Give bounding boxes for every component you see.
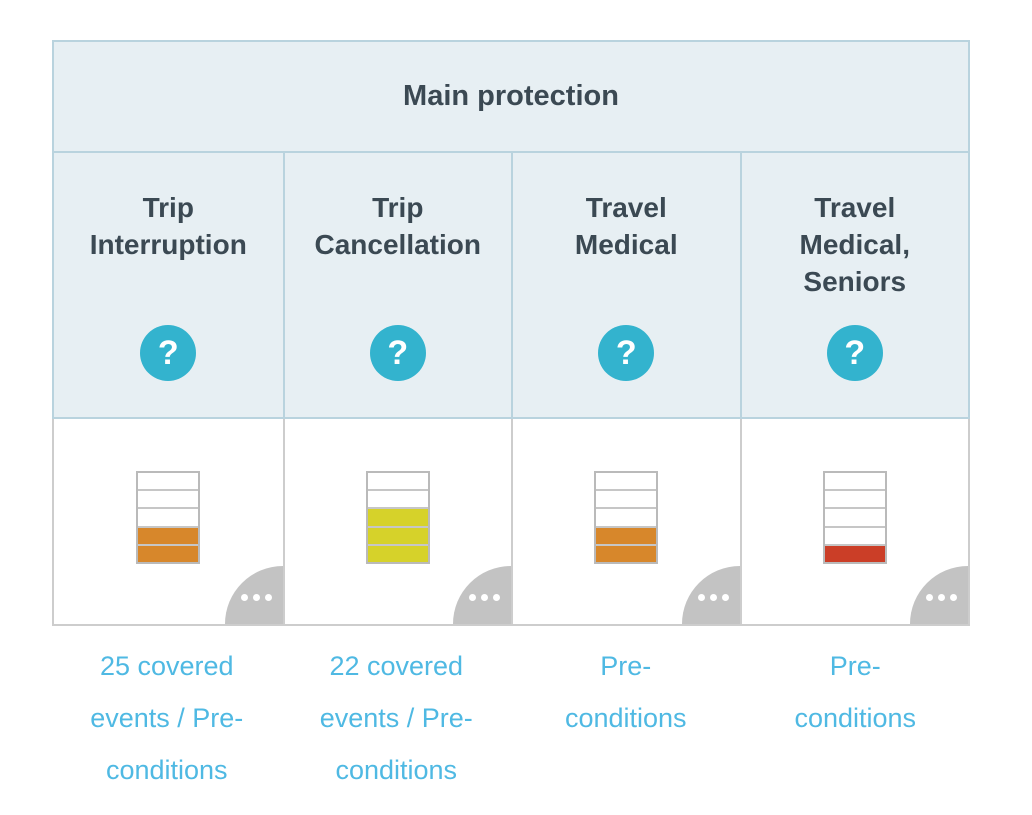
help-icon[interactable]: ? xyxy=(140,325,197,381)
help-icon[interactable]: ? xyxy=(369,325,426,381)
rating-row xyxy=(52,419,970,626)
insurance-comparison-table: Main protection Trip Interruption ? Trip… xyxy=(52,40,970,626)
rating-level-indicator xyxy=(365,471,430,564)
rating-level-indicator xyxy=(594,471,659,564)
ellipsis-icon xyxy=(469,594,500,601)
column-header-trip-cancellation: Trip Cancellation ? xyxy=(282,153,512,417)
ellipsis-icon xyxy=(240,594,272,601)
help-icon[interactable]: ? xyxy=(598,325,655,381)
covered-events-link-trip-cancellation[interactable]: 22 covered events / Pre- conditions xyxy=(319,651,473,785)
main-protection-header: Main protection xyxy=(52,40,970,153)
covered-events-link-trip-interruption[interactable]: 25 covered events / Pre- conditions xyxy=(90,651,244,785)
help-icon[interactable]: ? xyxy=(826,325,883,381)
more-options-button[interactable] xyxy=(453,566,511,624)
details-links-row: 25 covered events / Pre- conditions 22 c… xyxy=(52,640,970,796)
column-header-row: Trip Interruption ? Trip Cancellation ? … xyxy=(52,153,970,419)
column-header-trip-interruption: Trip Interruption ? xyxy=(54,153,283,417)
more-options-button[interactable] xyxy=(224,566,283,624)
column-header-travel-medical-seniors: Travel Medical, Seniors ? xyxy=(739,153,969,417)
rating-cell-travel-medical-seniors xyxy=(739,419,968,624)
rating-level-indicator xyxy=(136,471,201,564)
column-title: Trip Cancellation xyxy=(314,192,481,260)
rating-cell-travel-medical xyxy=(511,419,740,624)
ellipsis-icon xyxy=(697,594,729,601)
column-title: Travel Medical, Seniors xyxy=(799,192,910,297)
column-title: Travel Medical xyxy=(574,192,678,260)
more-options-button[interactable] xyxy=(910,566,968,624)
more-options-button[interactable] xyxy=(681,566,740,624)
column-header-travel-medical: Travel Medical ? xyxy=(511,153,740,417)
preconditions-link-travel-medical-seniors[interactable]: Pre- conditions xyxy=(794,651,917,733)
column-title: Trip Interruption xyxy=(89,192,247,260)
preconditions-link-travel-medical[interactable]: Pre- conditions xyxy=(564,651,687,733)
ellipsis-icon xyxy=(926,594,957,601)
rating-level-indicator xyxy=(822,471,887,564)
rating-cell-trip-interruption xyxy=(54,419,283,624)
main-protection-title: Main protection xyxy=(403,80,619,112)
rating-cell-trip-cancellation xyxy=(282,419,511,624)
